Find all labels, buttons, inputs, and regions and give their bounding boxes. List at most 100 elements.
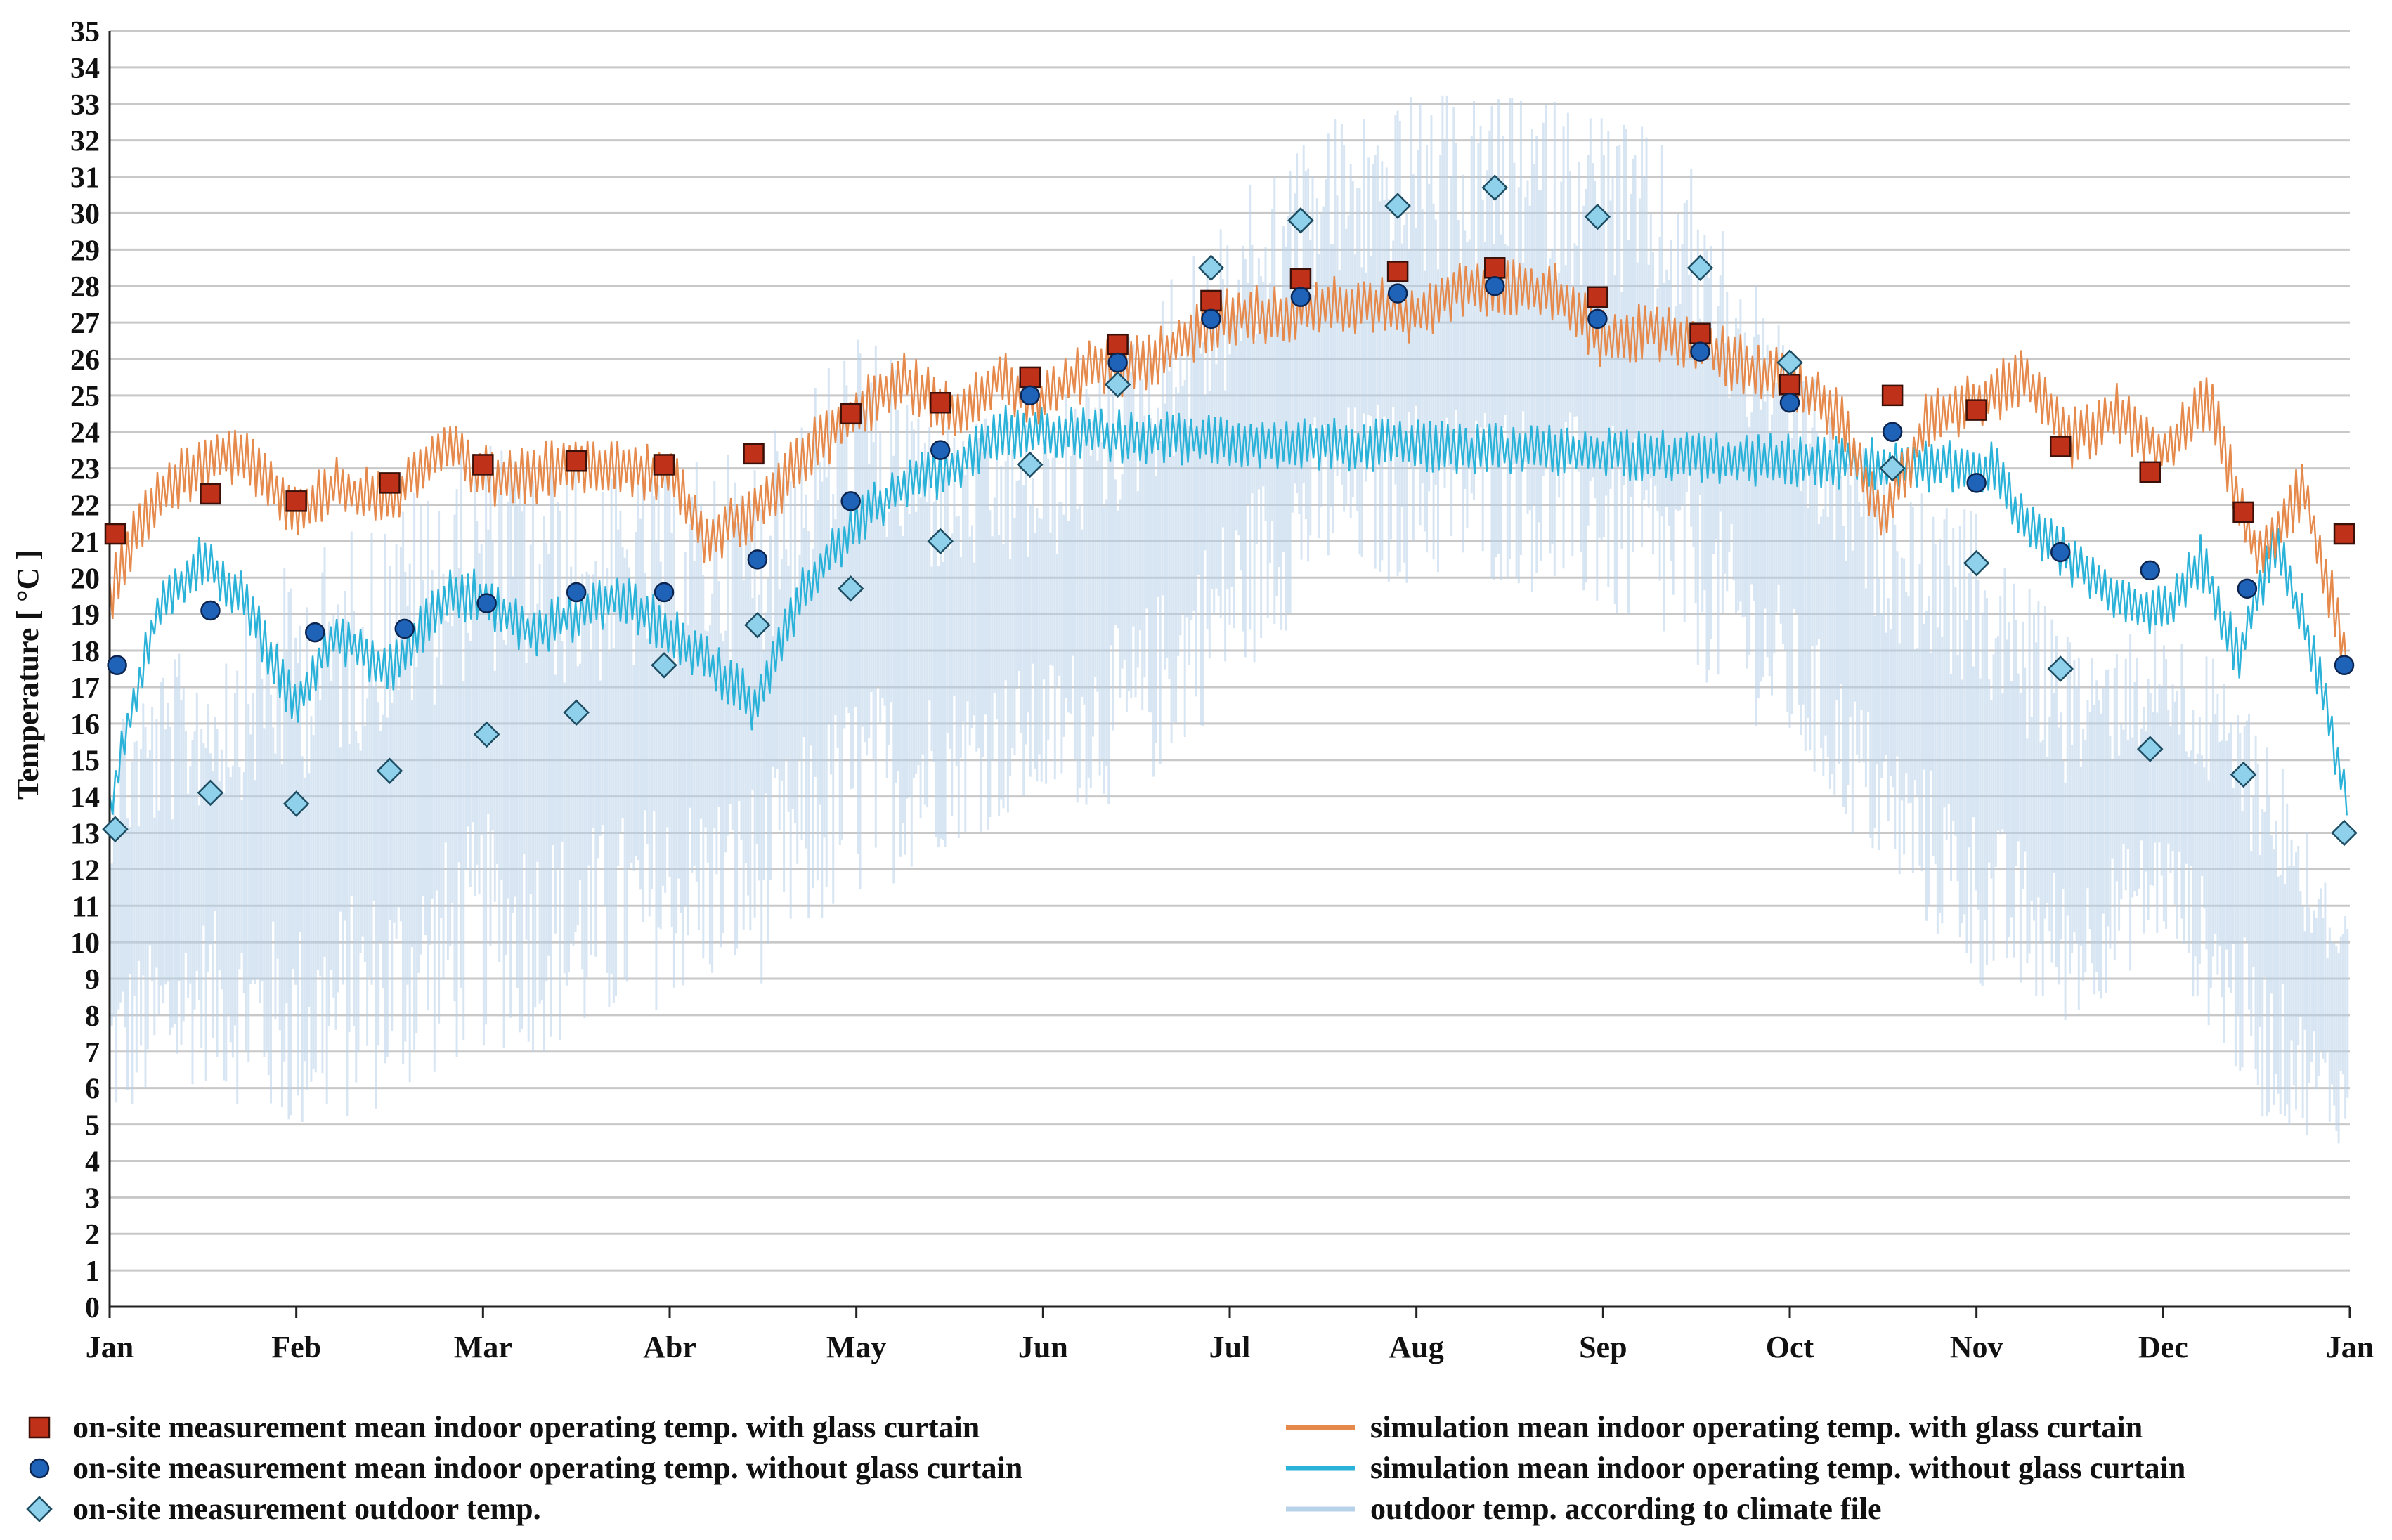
x-tick-label: Feb [271,1330,321,1364]
y-tick-label: 31 [70,162,100,195]
square-point [1019,366,1041,389]
y-tick-label: 29 [70,235,100,267]
diamond-point [1384,192,1411,219]
measurement-markers [102,174,2358,847]
circle-point [1779,392,1800,413]
square-point [1587,286,1608,308]
y-tick-label: 17 [70,672,100,705]
diamond-point [2230,761,2257,788]
circle-point [1290,287,1311,308]
x-tick-label: Oct [1766,1330,1814,1364]
circle-point [2050,542,2071,563]
y-tick-label: 24 [70,417,100,450]
y-tick-label: 3 [85,1182,100,1215]
diamond-point [1879,455,1906,482]
legend-label: on-site measurement mean indoor operatin… [73,1451,1022,1485]
circle-point [2140,560,2160,581]
square-point [285,490,307,512]
legend-square-symbol [28,1416,51,1439]
diamond-point [744,611,771,639]
circle-point [1966,473,1987,493]
diamond-point [1776,349,1803,376]
y-tick-label: 4 [85,1146,100,1178]
circle-point [200,600,221,621]
circle-point [566,582,587,603]
y-tick-label: 32 [70,126,100,158]
diamond-point [197,779,224,807]
legend-label: simulation mean indoor operating temp. w… [1370,1451,2185,1485]
legend-diamond-symbol [26,1496,53,1522]
circle-point [1020,385,1040,406]
circle-point [654,582,675,603]
y-tick-label: 25 [70,381,100,413]
diamond-point [473,721,500,748]
diamond-point [927,528,954,555]
diamond-point [2331,819,2358,847]
square-point [1881,384,1904,407]
circle-point [1107,352,1128,373]
square-point [1107,333,1129,355]
circle-point [1690,341,1710,362]
diamond-point [1481,174,1509,201]
diamond-point [563,699,590,726]
circle-point [1484,275,1505,296]
y-tick-label: 2 [85,1219,100,1251]
legend-label: on-site measurement mean indoor operatin… [73,1410,980,1444]
y-tick-label: 22 [70,490,100,523]
square-point [743,443,765,465]
legend-label: simulation mean indoor operating temp. w… [1370,1410,2143,1444]
diamond-point [2136,736,2164,762]
diamond-point [837,575,864,602]
square-point [1289,268,1312,290]
circle-point [1882,422,1903,442]
circle-point [1587,308,1608,329]
square-point [653,454,675,476]
y-tick-label: 20 [70,563,100,595]
y-tick-label: 27 [70,308,100,340]
legend-label: outdoor temp. according to climate file [1370,1492,1881,1526]
x-tick-label: Nov [1950,1330,2003,1364]
y-tick-label: 15 [70,745,100,778]
legend: on-site measurement mean indoor operatin… [26,1410,2185,1526]
diamond-point [651,652,677,679]
square-point [379,472,401,494]
square-point [2049,436,2072,457]
circle-point [394,618,415,639]
square-point [200,483,221,505]
diamond-point [1016,451,1044,478]
x-tick-label: May [826,1330,887,1364]
circle-point [107,655,127,676]
square-point [840,403,862,425]
y-tick-label: 11 [72,891,100,923]
circle-point [304,622,325,643]
x-tick-label: Mar [454,1330,512,1364]
circle-point [930,440,951,460]
x-tick-label: Jan [86,1330,134,1364]
y-tick-label: 10 [70,927,100,960]
square-point [104,523,126,545]
y-tick-label: 5 [85,1110,100,1142]
circle-point [2237,578,2258,599]
x-tick-label: Aug [1389,1330,1444,1364]
circle-point [840,491,861,511]
y-tick-label: 35 [70,16,100,48]
y-tick-label: 16 [70,709,100,741]
square-point [1965,399,1987,421]
y-tick-label: 21 [70,526,100,559]
diamond-point [1963,549,1990,577]
x-tick-labels: Jan Feb Mar Abr May Jun Jul Aug Sep Oct Nov Dec Jan [86,1330,2374,1364]
y-tick-label: 9 [85,964,100,996]
x-tick-label: Dec [2138,1330,2188,1364]
square-point [929,391,951,414]
y-tick-label: 8 [85,1000,100,1033]
diamond-point [2047,655,2074,682]
y-tick-labels: 0123456789101112131415161718192021222324… [70,16,100,1324]
circle-point [476,593,497,613]
square-point [1689,322,1711,344]
y-tick-label: 1 [85,1255,100,1288]
y-tick-label: 28 [70,271,100,304]
x-tick-label: Jun [1018,1330,1068,1364]
y-tick-label: 12 [70,854,100,887]
diamond-point [1104,371,1131,398]
diamond-point [376,757,403,785]
